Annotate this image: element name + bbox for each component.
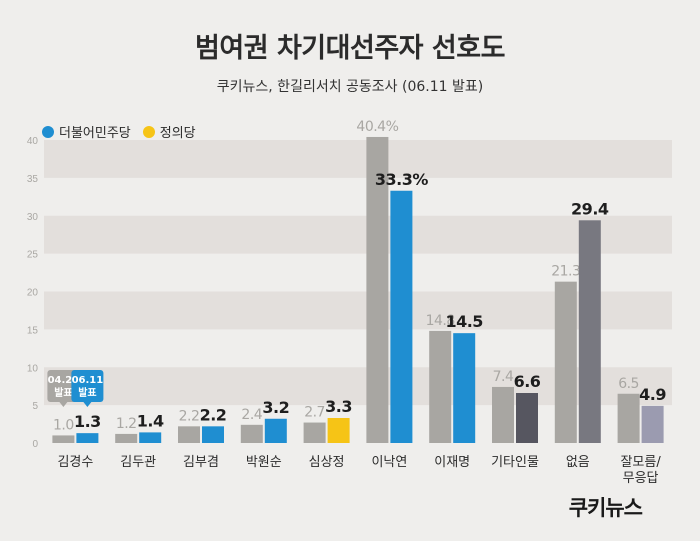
- data-label: 1.0: [53, 417, 74, 433]
- data-label: 7.4: [493, 369, 514, 385]
- legend-label-dem: 더불어민주당: [59, 126, 131, 141]
- bar: [264, 418, 287, 443]
- data-label: 40.4%: [356, 119, 398, 135]
- bar: [492, 386, 514, 443]
- logo: 쿠키뉴스: [568, 496, 643, 520]
- x-tick-label: 잘모름/: [620, 455, 661, 470]
- legend-swatch-dem: [42, 125, 54, 138]
- y-tick-label: 30: [27, 212, 39, 223]
- x-tick-label: 심상정: [309, 455, 345, 470]
- chart-title: 범여권 차기대선주자 선호도: [195, 33, 505, 64]
- data-label: 6.6: [514, 372, 541, 391]
- y-tick-label: 35: [27, 174, 39, 185]
- chart-subtitle: 쿠키뉴스, 한길리서치 공동조사 (06.11 발표): [216, 79, 484, 95]
- legend-swatch-justice: [142, 125, 155, 138]
- data-label: 3.2: [262, 398, 289, 417]
- bar: [617, 393, 640, 443]
- grid-band: [44, 291, 672, 330]
- bar: [366, 136, 389, 443]
- callout-text: 발표: [78, 386, 96, 399]
- y-tick-label: 25: [27, 250, 39, 261]
- data-label: 4.9: [639, 385, 666, 404]
- data-label: 6.5: [618, 376, 639, 392]
- y-tick-label: 0: [32, 439, 38, 450]
- data-label: 29.4: [571, 199, 609, 218]
- legend-item-dem: 더불어민주당: [42, 122, 131, 141]
- bar: [303, 422, 326, 443]
- bar: [516, 393, 538, 443]
- y-tick-label: 40: [27, 136, 39, 147]
- callout-text: 발표: [54, 386, 72, 399]
- legend: 더불어민주당 정의당: [42, 122, 208, 141]
- data-label: 1.3: [74, 412, 101, 431]
- data-label: 2.7: [304, 405, 325, 421]
- y-tick-label: 20: [27, 288, 39, 299]
- bar: [202, 426, 224, 443]
- bar: [76, 433, 99, 443]
- x-tick-label: 이재명: [434, 455, 470, 470]
- data-label: 2.2: [179, 408, 200, 424]
- data-label: 2.4: [241, 407, 262, 423]
- bar: [115, 433, 138, 443]
- y-tick-label: 5: [32, 401, 38, 412]
- data-label: 14.5: [445, 312, 483, 331]
- data-label: 1.4: [137, 411, 164, 430]
- bar: [390, 190, 413, 443]
- data-label: 14.8: [426, 313, 455, 329]
- grid-band: [44, 140, 672, 178]
- x-tick-label: 김부겸: [183, 455, 219, 470]
- bar: [52, 435, 75, 443]
- bar: [139, 432, 162, 443]
- y-tick-label: 15: [27, 325, 39, 336]
- callout-box: [71, 370, 104, 402]
- bar: [240, 424, 263, 443]
- callout-text: 04.22: [48, 375, 80, 386]
- x-tick-label: 김두관: [120, 455, 156, 470]
- legend-label-justice: 정의당: [159, 126, 196, 141]
- grid-band: [44, 367, 672, 406]
- data-label: 1.2: [116, 416, 137, 432]
- grid-band: [44, 215, 672, 254]
- data-label: 3.3: [325, 397, 352, 416]
- y-tick-label: 10: [27, 363, 39, 374]
- bar: [578, 220, 601, 443]
- callout-text: 06.11: [72, 375, 104, 386]
- bar: [178, 426, 200, 443]
- data-label: 2.2: [200, 405, 227, 424]
- x-tick-label: 이낙연: [371, 455, 407, 470]
- bar: [327, 418, 350, 443]
- data-label: 33.3%: [375, 170, 428, 189]
- x-tick-label: 기타인물: [491, 455, 539, 470]
- bar: [554, 281, 577, 443]
- data-label: 21.3: [551, 264, 580, 280]
- x-tick-label: 무응답: [623, 471, 659, 486]
- bar: [429, 330, 452, 443]
- x-tick-label: 김경수: [57, 455, 93, 470]
- x-tick-label: 없음: [566, 455, 590, 470]
- legend-item-justice: 정의당: [142, 122, 196, 141]
- callout-pointer: [83, 402, 92, 407]
- bar: [453, 333, 476, 443]
- x-tick-label: 박원순: [246, 455, 282, 470]
- bar: [641, 405, 664, 443]
- callout-pointer: [59, 402, 68, 407]
